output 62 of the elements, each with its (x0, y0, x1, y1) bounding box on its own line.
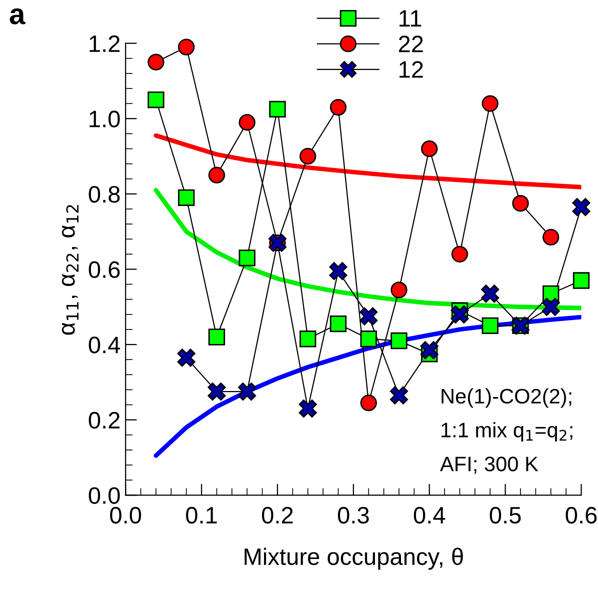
point (300, 148, 316, 165)
point (300, 330, 316, 348)
y-tick-label: 0.6 (88, 261, 120, 278)
point (360, 307, 378, 326)
point (542, 298, 560, 316)
point (208, 382, 226, 401)
point (208, 328, 226, 346)
point (450, 305, 469, 324)
point (269, 100, 286, 118)
x-tick-label: 0.4 (414, 506, 446, 524)
annotation: Ne(1)-CO2(2); (442, 388, 572, 408)
point (148, 54, 164, 70)
y-tick-label: 0.4 (88, 336, 120, 354)
point (329, 262, 348, 280)
y-tick-label: 1.0 (90, 110, 120, 128)
point (482, 95, 498, 112)
line-series (154, 133, 582, 190)
point (481, 284, 500, 303)
point (572, 272, 590, 289)
legend-label: 22 (398, 36, 423, 52)
point (148, 91, 164, 108)
line-series (154, 314, 582, 458)
x-tick-label: 0.5 (490, 506, 521, 524)
point (542, 228, 560, 246)
point (330, 315, 347, 332)
point (360, 394, 377, 412)
point (420, 341, 438, 360)
x-tick-label: 0.6 (566, 506, 597, 524)
line-series (154, 188, 582, 310)
point (238, 114, 256, 131)
point (482, 317, 498, 334)
point (451, 246, 468, 262)
y-axis-title: α$_{11}$, α$_{22}$, α$_{12}$ (62, 205, 78, 335)
legend-label: 11 (400, 10, 422, 27)
y-tick-label: 0.8 (88, 186, 120, 203)
point (421, 140, 438, 158)
y-tick-label: 0.2 (88, 412, 120, 429)
point (390, 386, 408, 404)
point (178, 38, 195, 56)
point (178, 189, 195, 206)
x-tick-label: 0.0 (110, 506, 142, 524)
point (298, 400, 317, 418)
point (512, 194, 529, 212)
annotation: 1:1 mix q$_{1}$=q$_{2}$; (442, 422, 572, 442)
point (208, 166, 226, 184)
point (390, 332, 408, 350)
point (177, 348, 196, 367)
x-axis-title: Mixture occupancy, θ (244, 548, 463, 570)
y-tick-label: 1.2 (90, 35, 120, 52)
point (330, 98, 347, 116)
annotation: AFI; 300 K (440, 456, 538, 474)
x-tick-label: 0.2 (262, 506, 293, 524)
legend-label: 12 (400, 61, 423, 78)
point (238, 382, 256, 401)
y-tick-label: 0.0 (88, 487, 120, 504)
point (238, 250, 256, 266)
point (360, 330, 377, 348)
point (572, 198, 590, 216)
text: a (10, 8, 26, 24)
x-tick-label: 0.3 (338, 506, 369, 524)
point (390, 282, 408, 298)
x-tick-label: 0.1 (186, 506, 217, 524)
